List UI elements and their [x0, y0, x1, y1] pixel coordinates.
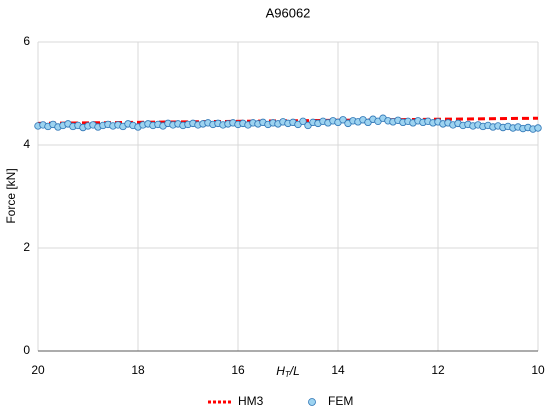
x-axis-label-sub: T [285, 370, 291, 379]
point [534, 124, 542, 132]
x-tick-label: 14 [331, 363, 345, 377]
y-tick-label: 6 [23, 34, 30, 48]
y-axis-label: Force [kN] [4, 168, 18, 223]
legend-marker [308, 398, 316, 406]
y-tick-label: 2 [23, 240, 30, 254]
x-tick-label: 12 [431, 363, 445, 377]
x-axis-label-main: H [276, 364, 285, 378]
line [37, 116, 539, 125]
x-tick-label: 10 [531, 363, 545, 377]
x-tick-label: 16 [231, 363, 245, 377]
chart-title: A96062 [266, 5, 311, 20]
x-tick-label: 20 [31, 363, 45, 377]
y-tick-label: 4 [23, 137, 30, 151]
point [339, 116, 347, 124]
point [299, 117, 307, 126]
x-axis-label: HT/L [276, 364, 300, 379]
y-tick-label: 0 [23, 343, 30, 357]
legend-label: FEM [328, 394, 353, 408]
x-tick-label: 18 [131, 363, 145, 377]
legend-label: HM3 [238, 394, 264, 408]
x-axis-label-rest: /L [289, 364, 300, 378]
